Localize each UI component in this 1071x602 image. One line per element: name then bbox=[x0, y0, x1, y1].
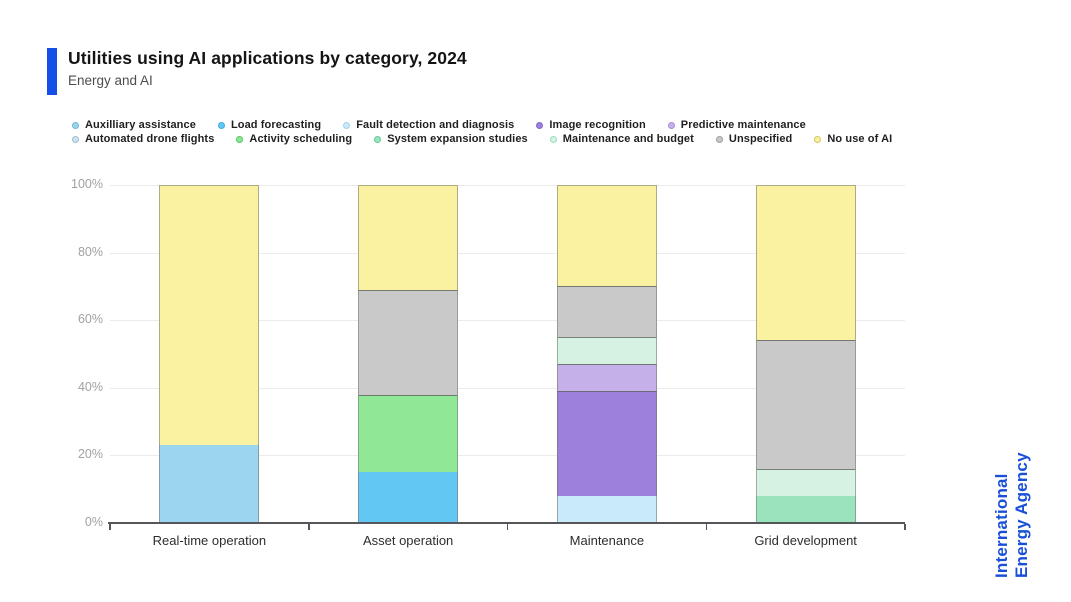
segment-unspecified bbox=[755, 340, 856, 469]
chart-subtitle: Energy and AI bbox=[68, 72, 153, 88]
segment-maintenance-and-budget bbox=[556, 337, 657, 365]
gridline-100 bbox=[110, 185, 905, 186]
legend-dot-icon bbox=[217, 121, 225, 129]
title-accent-bar bbox=[47, 48, 57, 95]
legend-dot-icon bbox=[236, 135, 244, 143]
legend-label: Image recognition bbox=[549, 119, 646, 131]
bar-asset-operation bbox=[358, 185, 459, 523]
segment-no-use-of-ai bbox=[755, 185, 856, 341]
segment-predictive-maintenance bbox=[556, 364, 657, 392]
y-tick-label-80: 80% bbox=[77, 244, 103, 259]
legend-dot-icon bbox=[814, 135, 822, 143]
x-axis-tick bbox=[904, 524, 906, 530]
legend-dot-icon bbox=[715, 135, 723, 143]
legend-dot-icon bbox=[72, 121, 79, 129]
x-axis-tick bbox=[109, 524, 111, 530]
chart-header: Utilities using AI applications by categ… bbox=[47, 48, 467, 95]
segment-activity-scheduling bbox=[358, 394, 459, 473]
x-tick-label-real-time-operation: Real-time operation bbox=[152, 533, 267, 548]
x-tick-label-asset-operation: Asset operation bbox=[362, 533, 454, 548]
segment-unspecified bbox=[358, 289, 459, 395]
legend-row-2: Automated drone flights Activity scheduli… bbox=[72, 133, 1002, 145]
legend-item-system-expansion-studies: System expansion studies bbox=[374, 133, 528, 145]
segment-fault-detection-and-diagnosis bbox=[556, 495, 657, 523]
chart-title: Utilities using AI applications by categ… bbox=[68, 48, 467, 68]
legend-item-unspecified: Unspecified bbox=[715, 133, 793, 145]
y-tick-label-20: 20% bbox=[77, 447, 103, 462]
y-tick-label-60: 60% bbox=[77, 312, 103, 327]
legend-label: Fault detection and diagnosis bbox=[356, 119, 515, 131]
y-tick-label-100: 100% bbox=[71, 177, 103, 191]
gridline-80 bbox=[110, 252, 905, 254]
legend-item-auxilliary-assistance: Auxilliary assistance bbox=[72, 119, 196, 131]
y-tick-label-40: 40% bbox=[77, 379, 103, 394]
segment-load-forecasting bbox=[358, 472, 459, 523]
legend-item-predictive-maintenance: Predictive maintenance bbox=[667, 119, 806, 131]
plot-area: Real-time operation Asset operation Mainte… bbox=[108, 185, 906, 548]
x-tick-label-maintenance: Maintenance bbox=[569, 533, 645, 548]
legend-dot-icon bbox=[536, 121, 544, 129]
legend-row-1: Auxilliary assistance Load forecasting Fau… bbox=[72, 119, 1002, 131]
iea-logo-line2: Energy Agency bbox=[1012, 452, 1032, 578]
x-axis-tick bbox=[705, 524, 707, 530]
legend-dot-icon bbox=[374, 135, 382, 143]
legend-label: Activity scheduling bbox=[249, 133, 353, 145]
legend-label: Maintenance and budget bbox=[562, 133, 694, 145]
legend: Auxilliary assistance Load forecasting Fau… bbox=[72, 119, 1002, 147]
x-tick-label-grid-development: Grid development bbox=[754, 533, 857, 548]
legend-dot-icon bbox=[72, 135, 79, 143]
y-axis-labels: 0% 20% 40% 60% 80% 100% bbox=[55, 177, 103, 529]
legend-item-maintenance-and-budget: Maintenance and budget bbox=[549, 133, 694, 145]
iea-logo-line1: International bbox=[992, 473, 1011, 578]
segment-system-expansion-studies bbox=[755, 495, 856, 523]
gridline-20 bbox=[110, 455, 905, 457]
legend-label: Automated drone flights bbox=[85, 133, 215, 145]
legend-item-load-forecasting: Load forecasting bbox=[217, 119, 322, 131]
legend-label: Unspecified bbox=[728, 133, 793, 145]
segment-no-use-of-ai bbox=[358, 185, 459, 290]
legend-label: Load forecasting bbox=[230, 119, 322, 131]
legend-dot-icon bbox=[549, 135, 557, 143]
legend-label: System expansion studies bbox=[387, 133, 528, 145]
x-axis-tick bbox=[506, 524, 509, 530]
legend-item-automated-drone-flights: Automated drone flights bbox=[72, 133, 214, 145]
legend-item-activity-scheduling: Activity scheduling bbox=[236, 133, 352, 145]
segment-no-use-of-ai bbox=[556, 185, 657, 287]
gridline-40 bbox=[110, 387, 905, 389]
legend-label: Predictive maintenance bbox=[680, 119, 806, 131]
legend-item-image-recognition: Image recognition bbox=[536, 119, 646, 131]
bar-grid-development bbox=[755, 185, 856, 523]
bar-maintenance bbox=[556, 185, 657, 523]
iea-logo-text: International Energy Agency bbox=[992, 452, 1032, 578]
segment-maintenance-and-budget bbox=[755, 468, 856, 496]
segment-image-recognition bbox=[556, 391, 657, 496]
segment-auxilliary-assistance bbox=[159, 445, 260, 523]
legend-item-no-use-of-ai: No use of AI bbox=[814, 133, 892, 145]
legend-dot-icon bbox=[667, 121, 675, 129]
segment-no-use-of-ai bbox=[159, 185, 260, 446]
segment-unspecified bbox=[556, 286, 657, 338]
legend-dot-icon bbox=[343, 121, 351, 129]
bar-real-time-operation bbox=[159, 185, 260, 523]
gridline-60 bbox=[110, 320, 905, 322]
legend-label: No use of AI bbox=[827, 133, 893, 145]
legend-label: Auxilliary assistance bbox=[85, 119, 196, 131]
x-axis-tick bbox=[308, 524, 310, 530]
x-axis-line bbox=[108, 522, 905, 524]
y-tick-label-0: 0% bbox=[84, 515, 103, 529]
legend-item-fault-detection-and-diagnosis: Fault detection and diagnosis bbox=[343, 119, 514, 131]
